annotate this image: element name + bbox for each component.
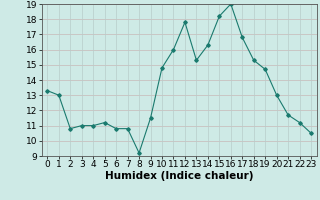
X-axis label: Humidex (Indice chaleur): Humidex (Indice chaleur) [105, 171, 253, 181]
